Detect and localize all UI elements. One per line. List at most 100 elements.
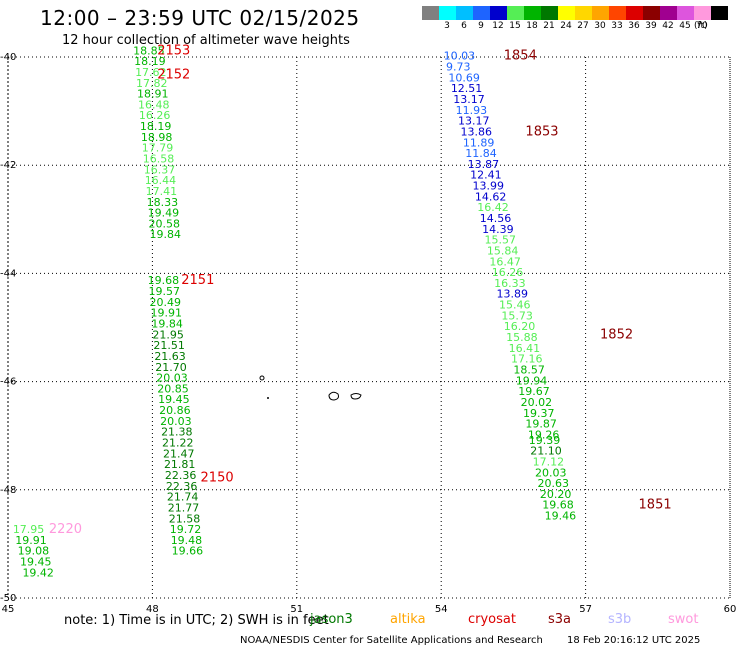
wave-height-value: 19.48 xyxy=(171,534,203,547)
credit-text: NOAA/NESDIS Center for Satellite Applica… xyxy=(240,635,543,646)
footer-note: note: 1) Time is in UTC; 2) SWH is in fe… xyxy=(64,613,329,628)
wave-height-value: 22.36 xyxy=(165,469,197,482)
x-tick-label: 60 xyxy=(724,604,737,615)
wave-height-value: 19.37 xyxy=(523,407,555,420)
wave-height-value: 11.84 xyxy=(465,147,497,160)
page-title: 12:00 – 23:59 UTC 02/15/2025 xyxy=(40,6,360,30)
legend-tick-label: 12 xyxy=(492,21,504,31)
wave-height-value: 16.44 xyxy=(145,174,177,187)
wave-height-value: 12.41 xyxy=(470,169,502,182)
wave-height-value: 19.42 xyxy=(22,566,54,579)
y-tick-label: -42 xyxy=(0,160,16,171)
wave-height-value: 20.86 xyxy=(159,404,191,417)
x-tick-label: 54 xyxy=(435,604,448,615)
y-tick-label: -44 xyxy=(0,268,16,279)
wave-height-value: 13.87 xyxy=(468,158,500,171)
wave-height-value: 21.77 xyxy=(168,501,200,514)
wave-height-value: 21.63 xyxy=(154,350,186,363)
wave-height-value: 15.46 xyxy=(499,299,530,312)
y-tick-label: -46 xyxy=(0,377,16,388)
wave-height-value: 20.85 xyxy=(157,382,189,395)
legend-swatch xyxy=(609,6,626,20)
wave-height-value: 18.33 xyxy=(147,196,179,209)
wave-height-value: 21.47 xyxy=(163,447,195,460)
wave-height-value: 19.26 xyxy=(528,428,560,441)
legend-swatch xyxy=(643,6,660,20)
wave-height-value: 19.84 xyxy=(151,318,183,331)
satellite-label: s3a xyxy=(548,612,572,627)
x-tick-label: 48 xyxy=(146,604,159,615)
wave-height-value: 19.87 xyxy=(525,418,557,431)
wave-height-value: 20.03 xyxy=(156,372,188,385)
legend-swatch xyxy=(541,6,558,20)
wave-height-value: 17.62 xyxy=(135,66,167,79)
pass-time-label: 2220 xyxy=(49,522,82,537)
wave-height-value: 21.10 xyxy=(530,445,562,458)
wave-height-value: 18.19 xyxy=(140,120,172,133)
wave-height-value: 10.69 xyxy=(448,71,480,84)
wave-height-value: 18.91 xyxy=(137,88,169,101)
wave-height-value: 15.57 xyxy=(485,234,517,247)
island-outline xyxy=(350,393,362,400)
wave-height-value: 21.58 xyxy=(169,512,201,525)
wave-height-value: 10.03 xyxy=(444,50,476,63)
island-outline xyxy=(259,375,265,381)
wave-height-value: 17.79 xyxy=(142,142,174,155)
island-outline xyxy=(328,391,339,401)
legend-tick-label: 9 xyxy=(478,21,484,31)
wave-height-value: 16.20 xyxy=(504,320,535,333)
pass-time-label: 2153 xyxy=(157,43,190,58)
wave-height-value: 17.12 xyxy=(533,455,565,468)
wave-height-value: 16.58 xyxy=(143,152,175,165)
legend-tick-label: 33 xyxy=(611,21,623,31)
wave-height-value: 18.98 xyxy=(141,131,173,144)
wave-height-value: 19.68 xyxy=(542,499,574,512)
legend-swatch xyxy=(422,6,439,20)
legend-swatch xyxy=(677,6,694,20)
wave-height-value: 13.17 xyxy=(453,93,485,106)
pass-time-label: 2152 xyxy=(157,68,190,83)
legend-swatch xyxy=(456,6,473,20)
wave-height-value: 21.95 xyxy=(152,328,184,341)
wave-height-value: 12.51 xyxy=(451,82,483,95)
legend-tick-label: 6 xyxy=(461,21,467,31)
wave-height-value: 17.16 xyxy=(511,353,543,366)
wave-height-value: 19.91 xyxy=(150,307,182,320)
wave-height-value: 18.85 xyxy=(133,44,165,57)
wave-height-value: 19.49 xyxy=(148,207,180,220)
wave-height-value: 15.84 xyxy=(487,244,518,257)
y-tick-label: -40 xyxy=(0,52,16,63)
pass-time-label: 1852 xyxy=(600,327,633,342)
legend-tick-label: 70 xyxy=(696,21,708,31)
legend-swatch xyxy=(711,6,728,20)
wave-height-value: 19.67 xyxy=(518,385,550,398)
wave-height-value: 21.81 xyxy=(164,458,196,471)
wave-height-value: 14.56 xyxy=(480,212,512,225)
wave-height-value: 20.03 xyxy=(535,466,567,479)
wave-height-value: 21.51 xyxy=(153,339,185,352)
wave-height-value: 15.88 xyxy=(506,331,538,344)
wave-height-value: 20.02 xyxy=(521,396,553,409)
wave-height-value: 19.66 xyxy=(172,545,204,558)
legend-swatch xyxy=(626,6,643,20)
pass-time-label: 2151 xyxy=(181,273,214,288)
wave-height-value: 21.74 xyxy=(167,491,199,504)
wave-height-value: 17.82 xyxy=(136,77,168,90)
legend-swatch xyxy=(660,6,677,20)
legend-tick-label: 39 xyxy=(645,21,657,31)
x-tick-label: 51 xyxy=(290,604,303,615)
wave-height-value: 9.73 xyxy=(446,61,471,74)
satellite-label: altika xyxy=(390,612,426,627)
generated-time: 18 Feb 20:16:12 UTC 2025 xyxy=(567,635,701,646)
legend-tick-label: 45 xyxy=(679,21,691,31)
wave-height-value: 19.94 xyxy=(516,374,548,387)
wave-height-value: 16.48 xyxy=(138,98,170,111)
wave-height-value: 18.57 xyxy=(513,363,545,376)
wave-height-value: 19.08 xyxy=(18,545,50,558)
wave-height-value: 19.45 xyxy=(20,556,52,569)
legend-swatch xyxy=(439,6,456,20)
legend-tick-label: 42 xyxy=(662,21,674,31)
wave-height-value: 18.19 xyxy=(134,55,166,68)
